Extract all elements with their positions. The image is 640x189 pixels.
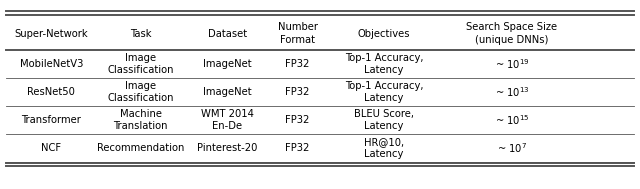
- Text: Machine
Translation: Machine Translation: [113, 109, 168, 131]
- Text: Transformer: Transformer: [21, 115, 81, 125]
- Text: BLEU Score,
Latency: BLEU Score, Latency: [354, 109, 414, 131]
- Text: FP32: FP32: [285, 59, 310, 69]
- Text: Image
Classification: Image Classification: [108, 81, 174, 103]
- Text: Task: Task: [130, 29, 152, 39]
- Text: NCF: NCF: [41, 143, 61, 153]
- Text: ~ $10^{19}$: ~ $10^{19}$: [495, 57, 529, 71]
- Text: ImageNet: ImageNet: [203, 59, 252, 69]
- Text: Recommendation: Recommendation: [97, 143, 184, 153]
- Text: ~ $10^{7}$: ~ $10^{7}$: [497, 141, 527, 155]
- Text: Top-1 Accuracy,
Latency: Top-1 Accuracy, Latency: [345, 81, 423, 103]
- Text: Super-Network: Super-Network: [14, 29, 88, 39]
- Text: ImageNet: ImageNet: [203, 87, 252, 97]
- Text: ResNet50: ResNet50: [28, 87, 75, 97]
- Text: MobileNetV3: MobileNetV3: [19, 59, 83, 69]
- Text: Number
Format: Number Format: [278, 22, 317, 45]
- Text: FP32: FP32: [285, 87, 310, 97]
- Text: Image
Classification: Image Classification: [108, 53, 174, 75]
- Text: ~ $10^{15}$: ~ $10^{15}$: [495, 113, 529, 127]
- Text: ~ $10^{13}$: ~ $10^{13}$: [495, 85, 529, 99]
- Text: Pinterest-20: Pinterest-20: [197, 143, 257, 153]
- Text: Search Space Size
(unique DNNs): Search Space Size (unique DNNs): [467, 22, 557, 45]
- Text: FP32: FP32: [285, 143, 310, 153]
- Text: Objectives: Objectives: [358, 29, 410, 39]
- Text: HR@10,
Latency: HR@10, Latency: [364, 137, 404, 159]
- Text: Dataset: Dataset: [207, 29, 247, 39]
- Text: FP32: FP32: [285, 115, 310, 125]
- Text: WMT 2014
En-De: WMT 2014 En-De: [201, 109, 253, 131]
- Text: Top-1 Accuracy,
Latency: Top-1 Accuracy, Latency: [345, 53, 423, 75]
